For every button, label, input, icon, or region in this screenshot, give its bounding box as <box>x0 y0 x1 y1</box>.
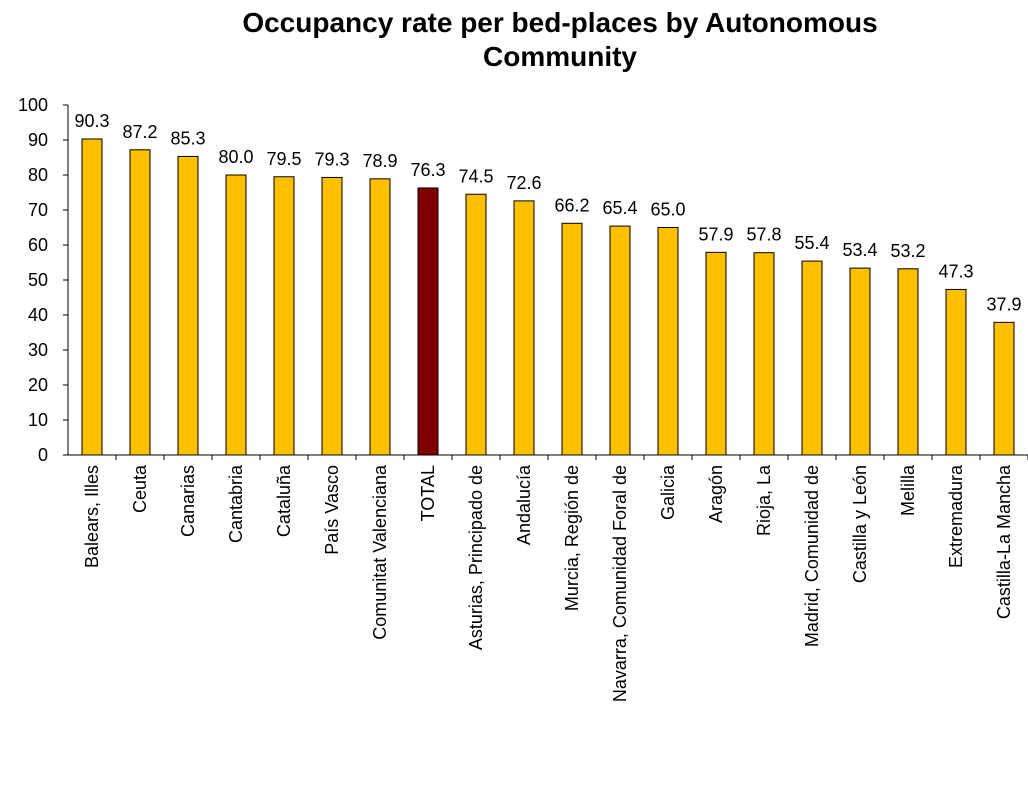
y-tick-label: 10 <box>28 410 48 430</box>
value-label: 57.8 <box>746 225 781 245</box>
value-label: 66.2 <box>554 195 589 215</box>
x-tick-label: Balears, Illes <box>82 465 102 568</box>
y-tick-label: 70 <box>28 200 48 220</box>
x-tick-label: Canarias <box>178 465 198 537</box>
x-tick-label: Rioja, La <box>754 464 774 536</box>
value-label: 65.0 <box>650 200 685 220</box>
bar <box>945 288 967 456</box>
value-label: 78.9 <box>362 151 397 171</box>
bar <box>657 227 679 456</box>
bar <box>561 222 583 456</box>
x-tick-label: País Vasco <box>322 465 342 555</box>
y-tick-label: 100 <box>18 95 48 115</box>
bar <box>417 187 439 456</box>
x-tick-label: Extremadura <box>946 464 966 568</box>
value-label: 90.3 <box>74 111 109 131</box>
value-label: 47.3 <box>938 261 973 281</box>
x-tick-label: TOTAL <box>418 465 438 521</box>
x-tick-label: Aragón <box>706 465 726 523</box>
x-tick-label: Ceuta <box>130 464 150 513</box>
bar <box>513 200 535 456</box>
bar <box>849 267 871 456</box>
value-label: 80.0 <box>218 147 253 167</box>
bar <box>609 225 631 456</box>
y-tick-label: 40 <box>28 305 48 325</box>
bar <box>81 138 103 456</box>
value-label: 53.4 <box>842 240 877 260</box>
y-tick-label: 80 <box>28 165 48 185</box>
y-tick-label: 20 <box>28 375 48 395</box>
chart-title: Occupancy rate per bed-places by Autonom… <box>242 7 878 72</box>
bar <box>897 268 919 456</box>
value-label: 53.2 <box>890 241 925 261</box>
x-tick-label: Castilla y León <box>850 465 870 583</box>
x-tick-label: Melilla <box>898 464 918 516</box>
x-tick-label: Castilla-La Mancha <box>994 464 1014 619</box>
x-tick-label: Asturias, Principado de <box>466 465 486 650</box>
x-tick-label: Navarra, Comunidad Foral de <box>610 465 630 702</box>
x-tick-label: Madrid, Comunidad de <box>802 465 822 647</box>
bar <box>129 149 151 456</box>
value-label: 85.3 <box>170 128 205 148</box>
x-tick-label: Cantabria <box>226 464 246 543</box>
bar <box>321 176 343 456</box>
bar <box>801 260 823 456</box>
value-label: 55.4 <box>794 233 829 253</box>
value-label: 87.2 <box>122 122 157 142</box>
y-tick-label: 90 <box>28 130 48 150</box>
x-tick-label: Murcia, Región de <box>562 465 582 611</box>
value-label: 74.5 <box>458 166 493 186</box>
x-tick-label: Comunitat Valenciana <box>370 464 390 640</box>
bar <box>993 321 1015 456</box>
x-tick-label: Cataluña <box>274 464 294 537</box>
value-label: 72.6 <box>506 173 541 193</box>
y-tick-label: 30 <box>28 340 48 360</box>
y-tick-label: 50 <box>28 270 48 290</box>
y-tick-label: 0 <box>38 445 48 465</box>
value-label: 37.9 <box>986 294 1021 314</box>
value-label: 79.5 <box>266 149 301 169</box>
bar <box>273 176 295 456</box>
value-label: 57.9 <box>698 224 733 244</box>
bar <box>369 178 391 456</box>
value-label: 65.4 <box>602 198 637 218</box>
y-tick-label: 60 <box>28 235 48 255</box>
value-label: 76.3 <box>410 160 445 180</box>
x-tick-label: Galicia <box>658 464 678 520</box>
bar <box>177 155 199 456</box>
bar <box>465 193 487 456</box>
x-tick-label: Andalucía <box>514 464 534 545</box>
bar <box>225 174 247 456</box>
bar <box>753 252 775 456</box>
bar <box>705 251 727 456</box>
value-label: 79.3 <box>314 149 349 169</box>
